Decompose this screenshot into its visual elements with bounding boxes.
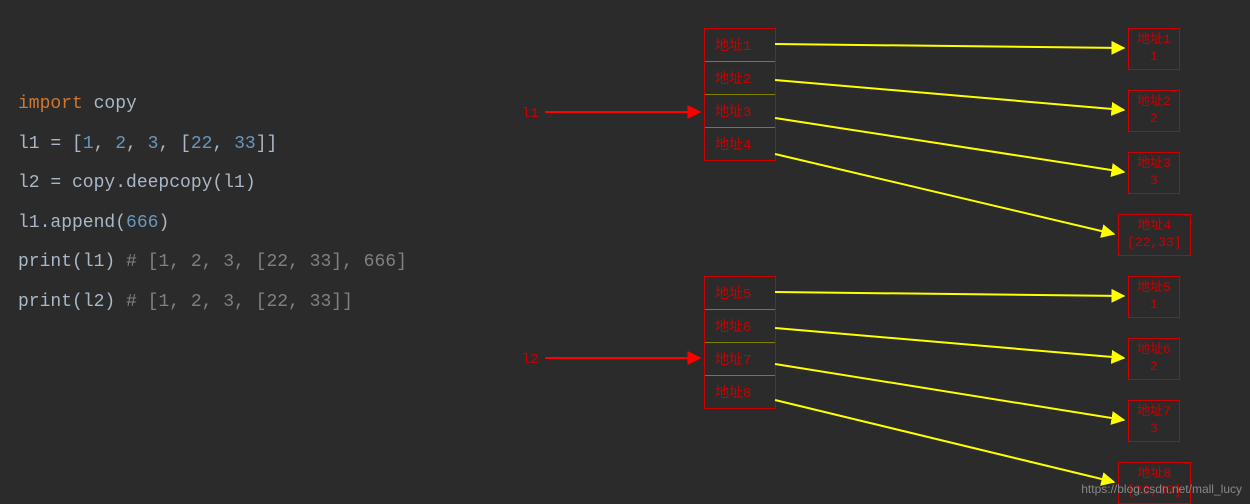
address-cell: 地址4 — [705, 128, 775, 160]
address-list-1: 地址1地址2地址3地址4 — [704, 28, 776, 161]
code-line-6: print(l2) # [1, 2, 3, [22, 33]] — [18, 283, 407, 323]
value-box: 地址62 — [1128, 338, 1180, 380]
value-box: 地址11 — [1128, 28, 1180, 70]
value-box: 地址22 — [1128, 90, 1180, 132]
label-l2: l2 — [522, 352, 539, 368]
value-box: 地址4[22,33] — [1118, 214, 1191, 256]
code-line-5: print(l1) # [1, 2, 3, [22, 33], 666] — [18, 243, 407, 283]
address-cell: 地址5 — [705, 277, 775, 310]
address-cell: 地址8 — [705, 376, 775, 408]
code-line-2: l1 = [1, 2, 3, [22, 33]] — [18, 125, 407, 165]
code-line-1: import copy — [18, 85, 407, 125]
address-list-2: 地址5地址6地址7地址8 — [704, 276, 776, 409]
label-l1: l1 — [522, 106, 539, 122]
code-line-3: l2 = copy.deepcopy(l1) — [18, 164, 407, 204]
address-cell: 地址2 — [705, 62, 775, 95]
address-cell: 地址1 — [705, 29, 775, 62]
code-line-4: l1.append(666) — [18, 204, 407, 244]
value-box: 地址51 — [1128, 276, 1180, 318]
address-cell: 地址3 — [705, 95, 775, 128]
address-cell: 地址7 — [705, 343, 775, 376]
code-block: import copy l1 = [1, 2, 3, [22, 33]] l2 … — [18, 85, 407, 323]
watermark: https://blog.csdn.net/mall_lucy — [1081, 482, 1242, 496]
address-cell: 地址6 — [705, 310, 775, 343]
value-box: 地址73 — [1128, 400, 1180, 442]
value-box: 地址33 — [1128, 152, 1180, 194]
